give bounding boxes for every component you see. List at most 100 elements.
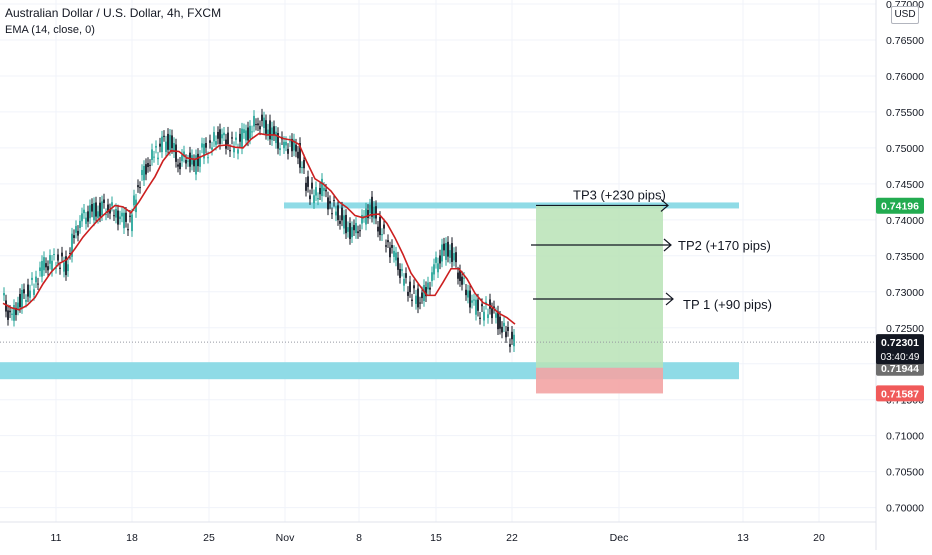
candle-body	[481, 304, 483, 307]
candle-body	[371, 196, 373, 217]
x-tick-label: 15	[430, 532, 442, 544]
stop-loss-zone[interactable]	[536, 367, 663, 394]
candle-body	[385, 245, 387, 247]
candle-body	[231, 137, 233, 139]
candle-body	[43, 257, 45, 271]
price-series	[3, 108, 515, 353]
candle-body	[287, 148, 289, 154]
candle-body	[355, 222, 357, 234]
candle-body	[251, 131, 253, 133]
candle-body	[509, 344, 511, 347]
candle-body	[417, 288, 419, 308]
candle-body	[505, 331, 507, 338]
candle-body	[399, 269, 401, 278]
candle-body	[189, 152, 191, 167]
candle-body	[299, 142, 301, 168]
candle-body	[415, 295, 417, 304]
y-tick-label: 0.70500	[886, 467, 924, 479]
x-tick-label: 18	[126, 532, 138, 544]
indicator-label: EMA (14, close, 0)	[5, 24, 95, 36]
candle-body	[295, 144, 297, 152]
candle-body	[63, 262, 65, 272]
candle-body	[243, 129, 245, 134]
candle-body	[73, 235, 75, 238]
candle-body	[245, 130, 247, 141]
candle-body	[269, 120, 271, 140]
price-badges: 0.74196 0.71944 0.71587 0.72301 03:40:49	[876, 197, 924, 402]
candle-body	[489, 299, 491, 309]
candle-body	[315, 187, 317, 196]
candle-body	[143, 165, 145, 181]
candle-body	[301, 167, 303, 169]
candle-body	[283, 141, 285, 149]
candle-body	[53, 253, 55, 255]
candle-body	[485, 301, 487, 304]
candle-body	[47, 266, 49, 271]
candle-body	[487, 314, 489, 318]
target-lines[interactable]: TP3 (+230 pips) TP2 (+170 pips) TP 1 (+90 …	[531, 187, 772, 312]
candle-body	[497, 311, 499, 330]
candle-body	[393, 250, 395, 257]
candle-body	[463, 277, 465, 279]
candle-body	[139, 187, 141, 189]
candle-body	[89, 205, 91, 219]
x-tick-label: 20	[813, 532, 825, 544]
candle-body	[313, 195, 315, 204]
candle-body	[159, 143, 161, 147]
candle-body	[499, 316, 501, 329]
candle-body	[99, 202, 101, 217]
candle-body	[259, 126, 261, 130]
candle-body	[167, 133, 169, 150]
candle-body	[421, 292, 423, 299]
candle-body	[341, 207, 343, 221]
candle-body	[49, 255, 51, 264]
entry-price-badge-text: 0.71944	[881, 363, 919, 375]
candle-body	[475, 299, 477, 315]
candle-body	[147, 163, 149, 168]
candle-body	[383, 224, 385, 229]
candle-body	[319, 187, 321, 195]
candle-body	[95, 202, 97, 217]
candle-body	[473, 299, 475, 301]
candle-body	[137, 185, 139, 188]
ema-line	[2, 132, 516, 325]
candle-body	[59, 267, 61, 270]
profit-zone[interactable]	[536, 205, 663, 368]
target-arrowhead	[663, 238, 672, 252]
candle-body	[219, 129, 221, 144]
countdown-text: 03:40:49	[881, 352, 920, 363]
candle-body	[97, 211, 99, 218]
candle-body	[423, 284, 425, 301]
candle-body	[153, 156, 155, 158]
resistance-zone[interactable]	[284, 202, 739, 209]
candle-body	[327, 197, 329, 210]
candle-body	[81, 213, 83, 222]
candle-body	[229, 150, 231, 152]
currency-selector[interactable]: USD	[891, 6, 919, 24]
y-tick-label: 0.72500	[886, 323, 924, 335]
candle-body	[3, 293, 5, 296]
candle-body	[183, 151, 185, 157]
candle-body	[23, 289, 25, 294]
candle-body	[141, 169, 143, 176]
candle-body	[87, 211, 89, 222]
candle-body	[51, 260, 53, 271]
candle-body	[405, 273, 407, 278]
candle-body	[477, 299, 479, 311]
candle-body	[453, 253, 455, 261]
candle-body	[431, 272, 433, 281]
candle-body	[501, 326, 503, 333]
long-position[interactable]	[536, 205, 663, 394]
candle-body	[225, 139, 227, 149]
candle-body	[215, 141, 217, 145]
candle-body	[123, 212, 125, 229]
candle-body	[443, 243, 445, 251]
y-tick-label: 0.71000	[886, 431, 924, 443]
candle-body	[115, 208, 117, 218]
ema-series	[2, 132, 516, 325]
candle-body	[455, 252, 457, 263]
candle-body	[91, 204, 93, 212]
candle-body	[479, 317, 481, 319]
candle-body	[395, 252, 397, 261]
